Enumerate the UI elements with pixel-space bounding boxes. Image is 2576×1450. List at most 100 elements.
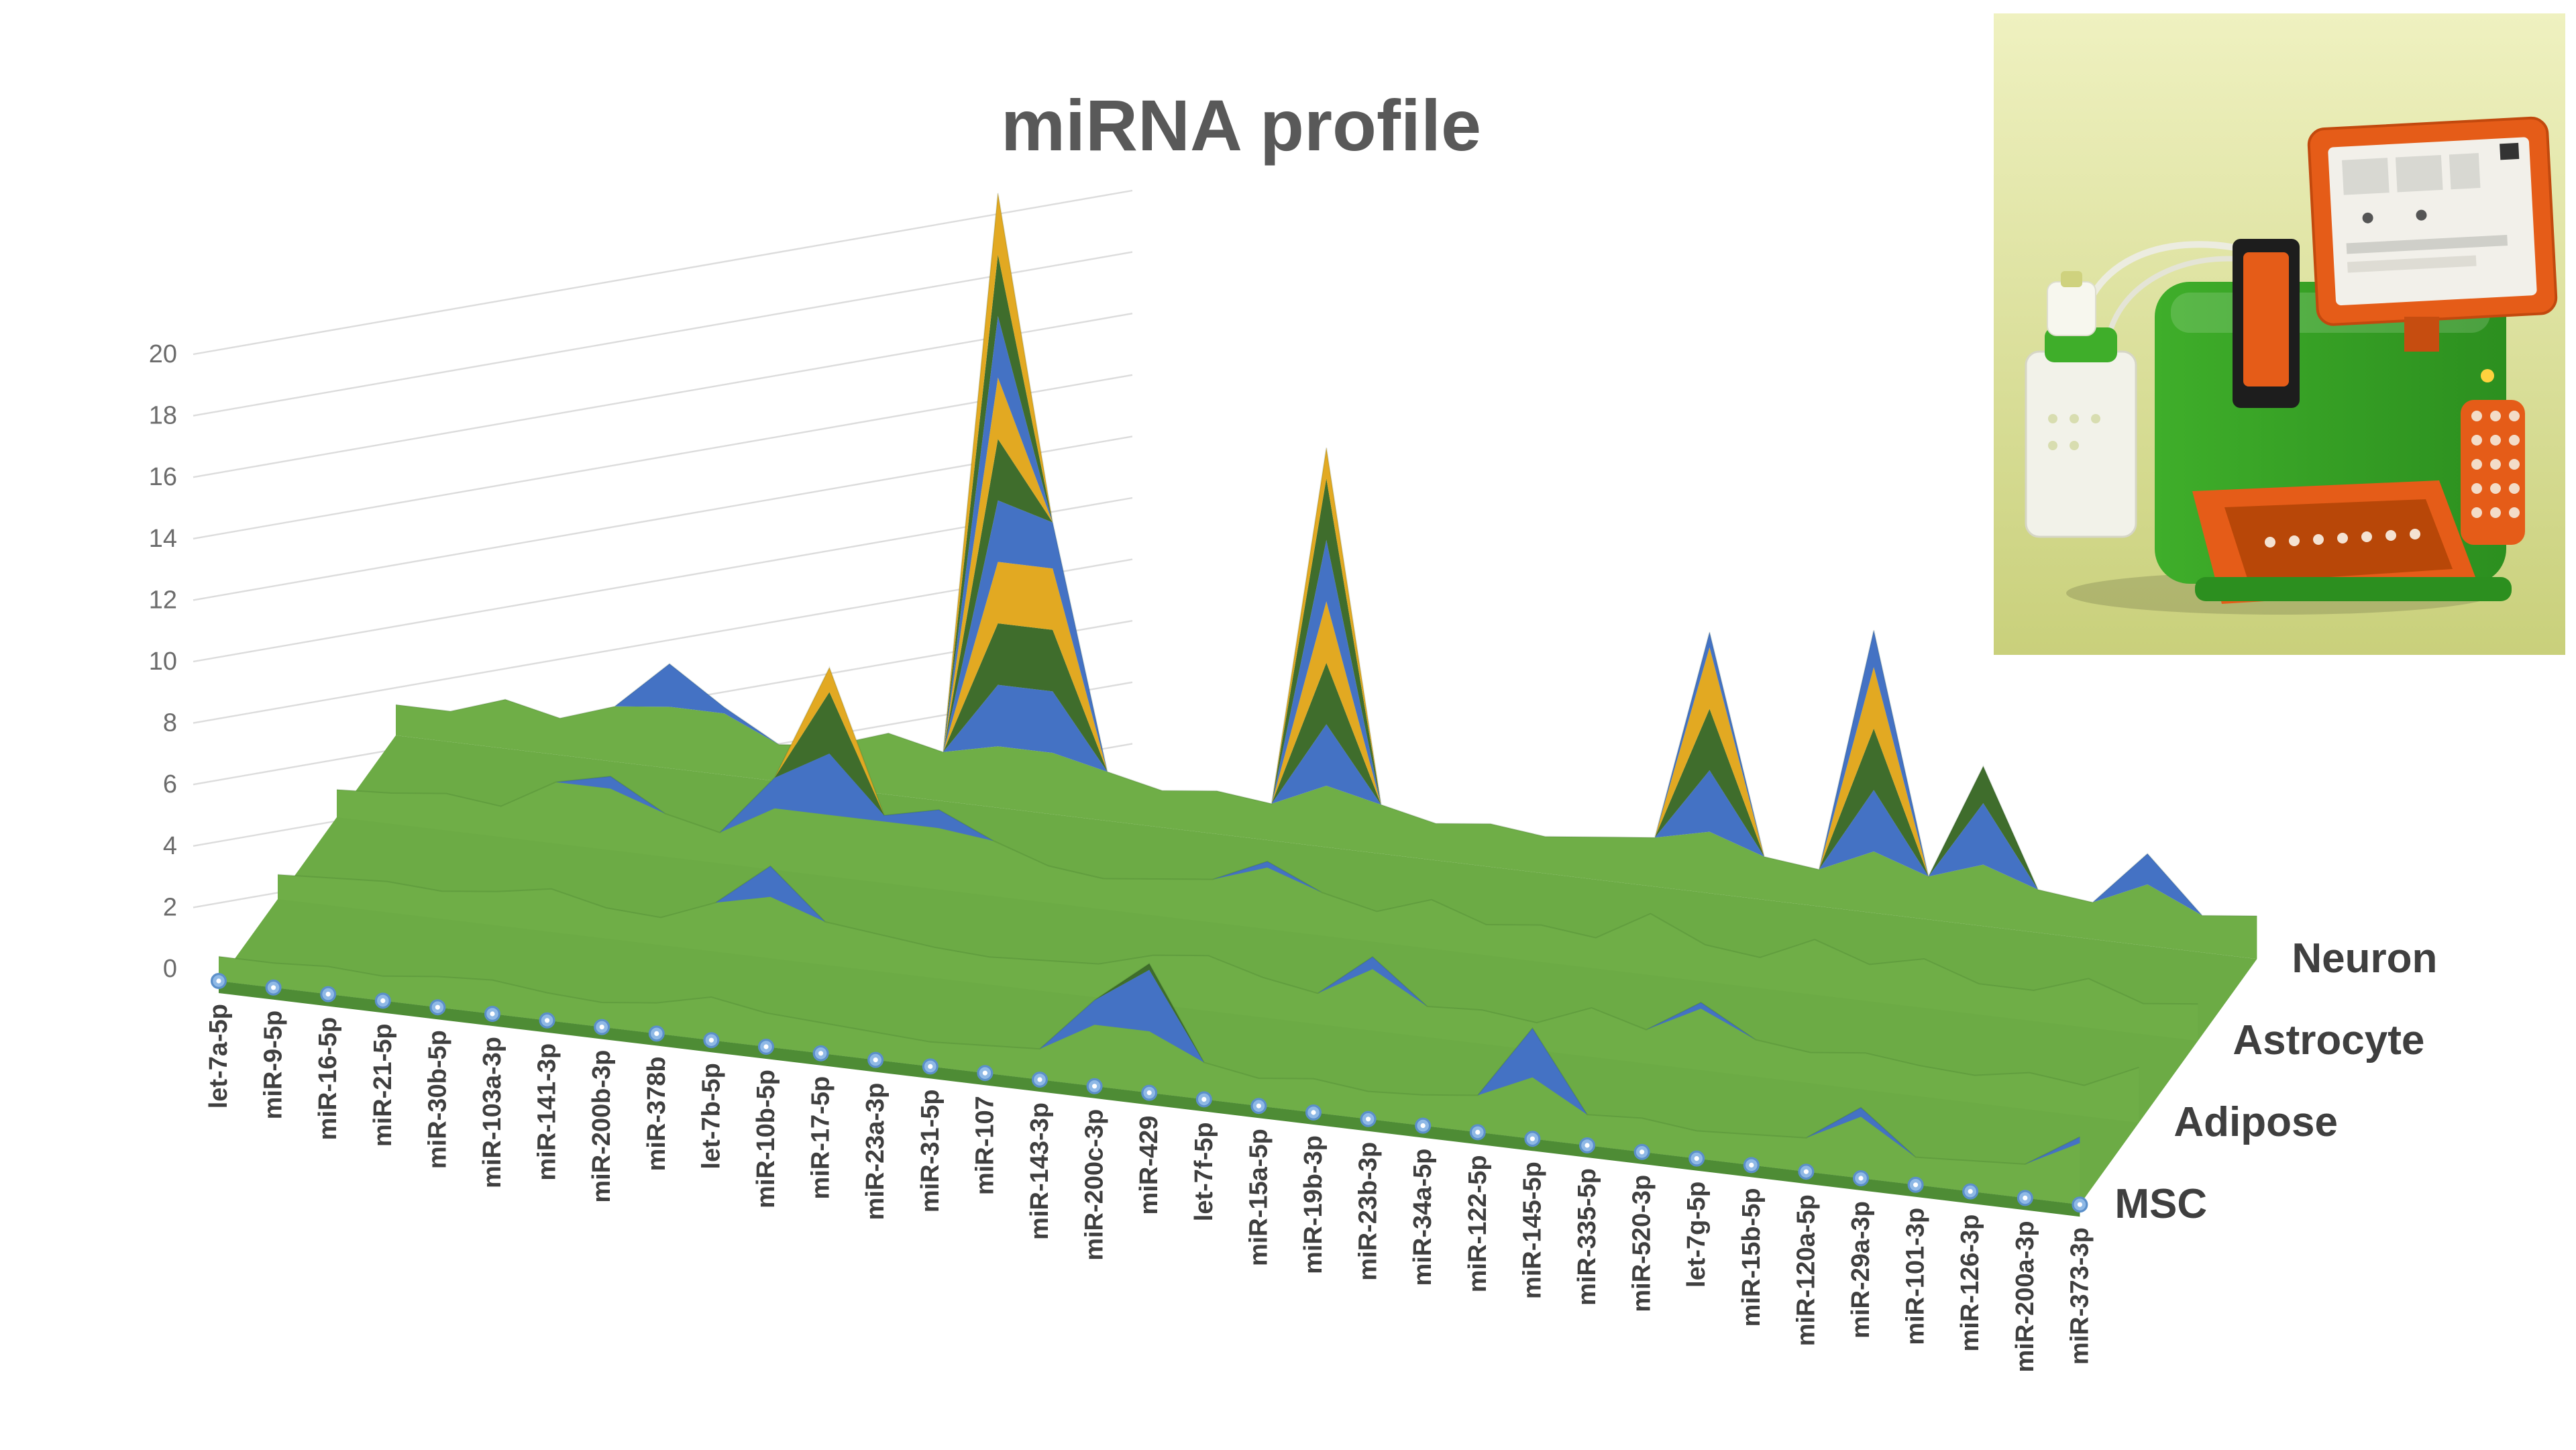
category-marker-dot bbox=[1585, 1143, 1590, 1148]
gridline bbox=[193, 251, 1133, 417]
category-label: let-7f-5p bbox=[1190, 1122, 1218, 1221]
category-label: miR-200c-3p bbox=[1081, 1109, 1109, 1261]
vent-hole bbox=[2490, 507, 2501, 518]
category-label: miR-145-5p bbox=[1518, 1161, 1546, 1299]
category-marker-dot bbox=[545, 1018, 550, 1023]
category-marker-dot bbox=[1146, 1090, 1152, 1096]
value-tick-label: 10 bbox=[149, 648, 177, 676]
instrument-photo bbox=[1994, 13, 2565, 655]
indicator-light bbox=[2481, 369, 2494, 382]
tray-tube bbox=[2289, 535, 2300, 546]
category-marker-dot bbox=[1749, 1162, 1754, 1168]
category-axis-labels: let-7a-5p miR-9-5p miR-16-5p miR-21-5p miR-3… bbox=[205, 1004, 2094, 1372]
category-marker-dot bbox=[1311, 1110, 1316, 1115]
vent-hole bbox=[2471, 507, 2482, 518]
category-marker-dot bbox=[1092, 1084, 1097, 1089]
category-label: miR-15b-5p bbox=[1737, 1188, 1766, 1327]
vent-hole bbox=[2509, 483, 2520, 494]
screen-bar bbox=[2346, 234, 2508, 254]
surface-band-neuron-6-8 bbox=[396, 562, 2257, 916]
display-stand bbox=[2404, 317, 2439, 352]
bottle-dot bbox=[2091, 414, 2100, 423]
tray-tube bbox=[2265, 537, 2275, 548]
category-label: miR-126-3p bbox=[1956, 1214, 1984, 1352]
value-tick-label: 18 bbox=[149, 402, 177, 430]
small-bottle-cap bbox=[2061, 271, 2082, 287]
category-label: miR-9-5p bbox=[260, 1011, 288, 1120]
category-marker-dot bbox=[1037, 1077, 1042, 1082]
category-marker-dot bbox=[1858, 1176, 1864, 1181]
category-label: let-7b-5p bbox=[697, 1063, 725, 1169]
category-label: miR-429 bbox=[1135, 1116, 1163, 1215]
category-marker-dot bbox=[1968, 1189, 1973, 1194]
vent-hole bbox=[2490, 483, 2501, 494]
screen-corner-block bbox=[2500, 142, 2520, 160]
vent-hole bbox=[2471, 411, 2482, 421]
category-label: miR-34a-5p bbox=[1409, 1149, 1437, 1286]
surface-plot bbox=[218, 193, 2257, 1217]
category-marker-dot bbox=[599, 1025, 604, 1030]
category-label: miR-17-5p bbox=[807, 1076, 835, 1200]
chart-title: miRNA profile bbox=[1001, 85, 1481, 166]
small-bottle bbox=[2047, 281, 2096, 336]
surface-band-msc-2-4 bbox=[219, 956, 2080, 1164]
category-label: miR-30b-5p bbox=[423, 1030, 451, 1169]
category-marker-dot bbox=[818, 1051, 824, 1056]
screen-panel bbox=[2449, 153, 2481, 190]
vent-hole bbox=[2509, 435, 2520, 446]
category-marker-dot bbox=[763, 1044, 769, 1049]
surface-band-neuron-10-12 bbox=[396, 439, 2257, 916]
category-label: miR-16-5p bbox=[314, 1017, 342, 1141]
category-marker-dot bbox=[216, 978, 221, 984]
category-marker-dot bbox=[654, 1031, 659, 1036]
category-label: let-7a-5p bbox=[205, 1004, 233, 1108]
arm-insert bbox=[2243, 252, 2289, 386]
category-label: miR-21-5p bbox=[369, 1023, 397, 1147]
vent-hole bbox=[2471, 483, 2482, 494]
category-label: miR-200b-3p bbox=[588, 1050, 616, 1203]
series-label-neuron: Neuron bbox=[2292, 935, 2437, 982]
value-tick-label: 2 bbox=[163, 893, 177, 921]
surface-band-neuron-4-6 bbox=[396, 623, 2257, 916]
category-label: miR-335-5p bbox=[1573, 1168, 1601, 1306]
surface-band-neuron-8-10 bbox=[396, 500, 2257, 916]
category-marker-dot bbox=[1256, 1103, 1261, 1108]
category-label: miR-19b-3p bbox=[1299, 1135, 1328, 1274]
bottle-dot bbox=[2070, 441, 2079, 450]
category-label: miR-120a-5p bbox=[1792, 1194, 1820, 1346]
category-label: miR-10b-5p bbox=[752, 1070, 780, 1208]
bottle-dot bbox=[2070, 414, 2079, 423]
category-marker-dot bbox=[873, 1057, 878, 1063]
category-marker-dot bbox=[708, 1037, 714, 1043]
series-row-labels: Neuron Astrocyte Adipose MSC bbox=[2114, 935, 2437, 1227]
category-marker-dot bbox=[1420, 1123, 1426, 1129]
bottle-dot bbox=[2048, 441, 2057, 450]
value-axis-tick-labels: 0 2 4 6 8 10 12 14 16 18 20 bbox=[149, 340, 177, 983]
instrument-display bbox=[2307, 116, 2558, 326]
vent-hole bbox=[2509, 507, 2520, 518]
category-label: miR-141-3p bbox=[533, 1043, 561, 1181]
category-marker-dot bbox=[2077, 1202, 2082, 1207]
bottle-dot bbox=[2048, 414, 2057, 423]
tray-tube bbox=[2385, 530, 2396, 541]
category-label: let-7g-5p bbox=[1682, 1182, 1711, 1288]
category-marker-dot bbox=[490, 1011, 495, 1017]
vent-hole bbox=[2509, 459, 2520, 470]
vent-hole bbox=[2509, 411, 2520, 421]
surface-ridge-line bbox=[218, 955, 2080, 1166]
tray-tube bbox=[2337, 533, 2348, 543]
category-label: miR-143-3p bbox=[1026, 1102, 1054, 1240]
series-label-msc: MSC bbox=[2114, 1181, 2207, 1227]
category-label: miR-107 bbox=[971, 1096, 999, 1195]
series-label-astrocyte: Astrocyte bbox=[2233, 1017, 2424, 1064]
tray-tube bbox=[2313, 534, 2324, 545]
value-tick-label: 4 bbox=[163, 832, 177, 860]
category-marker-dot bbox=[380, 998, 386, 1003]
value-tick-label: 16 bbox=[149, 463, 177, 491]
category-marker-dot bbox=[928, 1064, 933, 1069]
category-label: miR-23b-3p bbox=[1354, 1142, 1383, 1281]
category-label: miR-378b bbox=[643, 1056, 671, 1171]
series-label-adipose: Adipose bbox=[2174, 1099, 2338, 1145]
category-marker-dot bbox=[435, 1004, 441, 1010]
